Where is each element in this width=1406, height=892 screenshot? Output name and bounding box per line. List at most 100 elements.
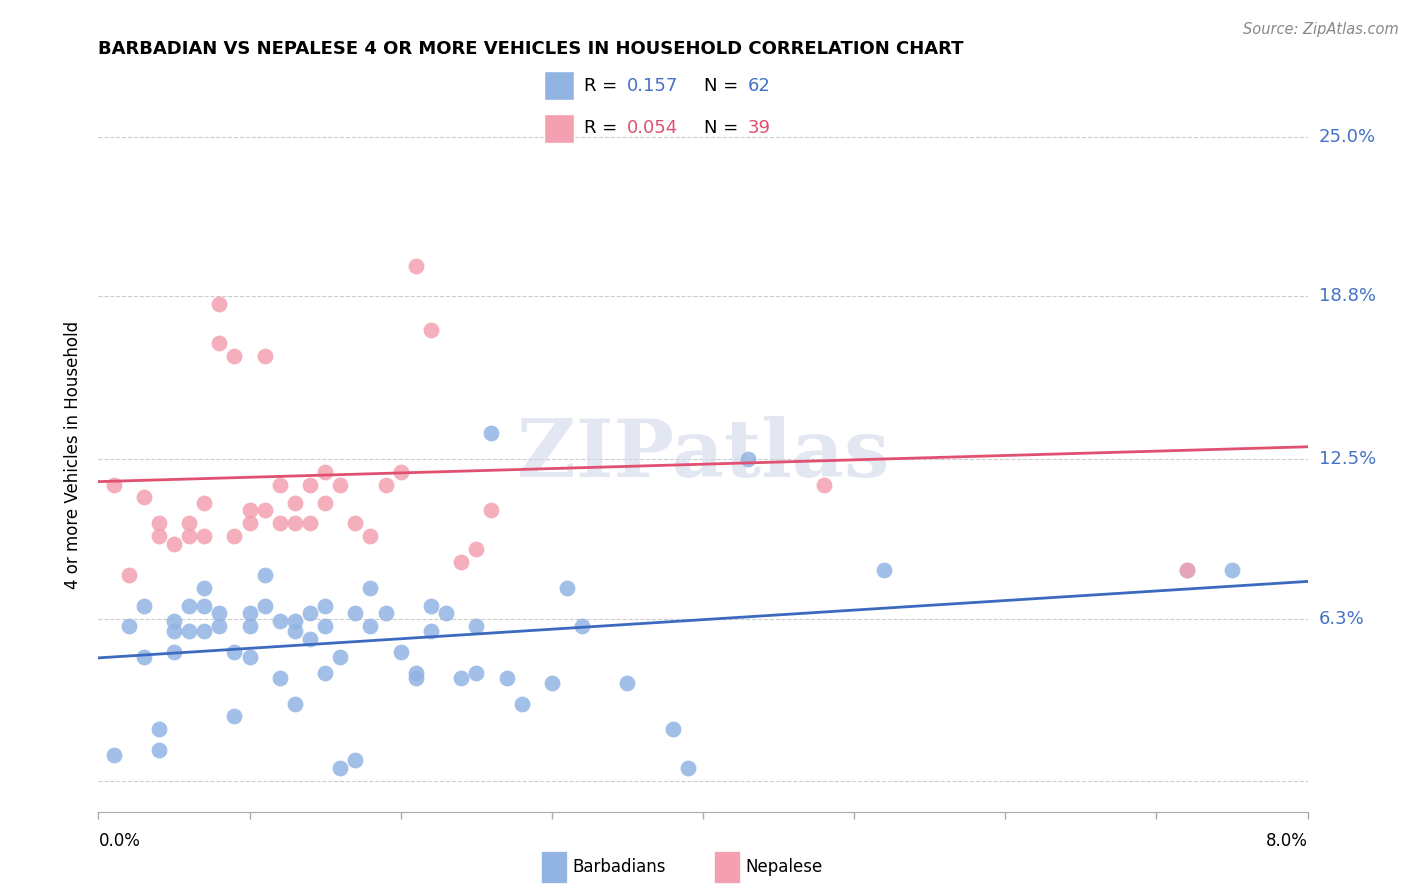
Text: 0.157: 0.157 [627,77,679,95]
Point [389,645,412,659]
Point [132,491,155,505]
Point [132,650,155,665]
Point [193,495,215,509]
Point [571,619,593,633]
Point [737,451,759,466]
Point [163,645,186,659]
Point [179,529,201,543]
Text: R =: R = [583,77,617,95]
Point [1175,563,1198,577]
Text: 0.054: 0.054 [627,120,678,137]
Point [661,723,683,737]
Point [344,516,367,531]
Point [239,607,262,621]
Point [359,619,381,633]
Point [253,599,276,613]
Point [269,671,291,685]
Point [329,761,352,775]
Point [179,516,201,531]
FancyBboxPatch shape [544,71,575,100]
Point [179,624,201,639]
Text: 0.0%: 0.0% [98,832,141,850]
Point [193,599,215,613]
Point [163,537,186,551]
Point [419,599,441,613]
Point [253,503,276,517]
Text: Nepalese: Nepalese [745,858,823,876]
Point [1220,563,1243,577]
Point [465,665,488,680]
Text: Source: ZipAtlas.com: Source: ZipAtlas.com [1243,22,1399,37]
Point [359,529,381,543]
Point [314,465,336,479]
Y-axis label: 4 or more Vehicles in Household: 4 or more Vehicles in Household [65,321,83,589]
Point [676,761,699,775]
Point [284,495,307,509]
Point [465,619,488,633]
Point [299,477,322,491]
Point [269,477,291,491]
Point [344,753,367,767]
Point [103,477,125,491]
Point [510,697,533,711]
Point [208,335,231,350]
Text: 6.3%: 6.3% [1319,609,1364,627]
Point [239,503,262,517]
Point [193,624,215,639]
Point [224,349,246,363]
Point [405,671,427,685]
Point [405,259,427,273]
Point [148,723,170,737]
Point [284,516,307,531]
Point [163,624,186,639]
Point [450,555,472,569]
Point [359,581,381,595]
Point [314,665,336,680]
Point [374,477,396,491]
Text: 39: 39 [748,120,770,137]
Point [419,624,441,639]
Point [148,743,170,757]
Point [299,607,322,621]
Point [193,581,215,595]
Text: 25.0%: 25.0% [1319,128,1376,145]
Point [299,632,322,646]
Text: ZIPatlas: ZIPatlas [517,416,889,494]
Point [132,599,155,613]
Point [118,619,141,633]
Point [434,607,457,621]
Point [179,599,201,613]
Point [118,567,141,582]
Point [239,619,262,633]
Point [389,465,412,479]
Point [465,541,488,556]
Point [450,671,472,685]
Text: 18.8%: 18.8% [1319,287,1375,305]
Point [314,599,336,613]
Point [479,503,503,517]
Point [495,39,517,54]
Point [224,529,246,543]
Point [163,614,186,628]
Point [314,619,336,633]
Point [299,516,322,531]
Point [224,709,246,723]
Point [208,297,231,311]
Text: 62: 62 [748,77,770,95]
Point [495,671,517,685]
Point [253,349,276,363]
Point [329,650,352,665]
Point [193,529,215,543]
Point [813,477,835,491]
Point [239,650,262,665]
Point [148,516,170,531]
Text: Barbadians: Barbadians [572,858,666,876]
Point [208,619,231,633]
Text: 12.5%: 12.5% [1319,450,1376,467]
Point [374,607,396,621]
Point [239,516,262,531]
Point [1175,563,1198,577]
Text: R =: R = [583,120,617,137]
Point [284,614,307,628]
Point [479,425,503,440]
